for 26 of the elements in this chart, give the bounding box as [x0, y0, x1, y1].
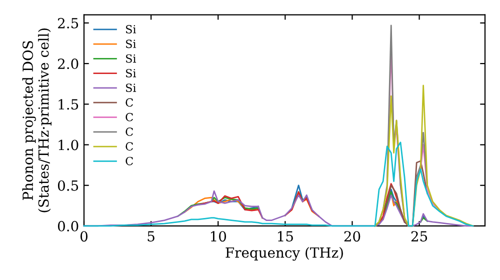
- x-tick-label: 0: [80, 231, 88, 242]
- legend-label: C: [126, 142, 133, 151]
- line-series: [374, 84, 474, 227]
- y-tick-label: 0.5: [58, 180, 78, 191]
- legend-label: Si: [126, 84, 136, 92]
- y-tick-label: 2.0: [58, 58, 78, 70]
- y-tick-label: 1.0: [58, 140, 78, 150]
- x-tick-label: 5: [148, 231, 154, 242]
- x-tick-label: 15: [278, 231, 293, 242]
- y-tick-label: 0.0: [58, 220, 78, 232]
- x-tick-label: 20: [344, 231, 360, 242]
- legend-label: Si: [126, 54, 136, 63]
- x-tick-label: 10: [210, 231, 226, 242]
- y-tick-label: 2.5: [58, 18, 78, 28]
- legend-label: C: [126, 156, 133, 166]
- legend-label: C: [126, 112, 133, 122]
- y-axis-title: Phonon projected DOS (States/THz·primitive cell): [22, 28, 52, 212]
- x-axis-title: Frequency (THz): [226, 247, 343, 261]
- legend-label: Si: [126, 68, 136, 78]
- line-series: [83, 142, 474, 227]
- legend-label: C: [126, 128, 133, 136]
- x-tick-label: 25: [411, 231, 428, 242]
- legend-label: Si: [126, 40, 136, 48]
- legend-label: C: [126, 98, 133, 107]
- y-tick-label: 1.5: [58, 99, 78, 110]
- legend-label: Si: [126, 25, 136, 34]
